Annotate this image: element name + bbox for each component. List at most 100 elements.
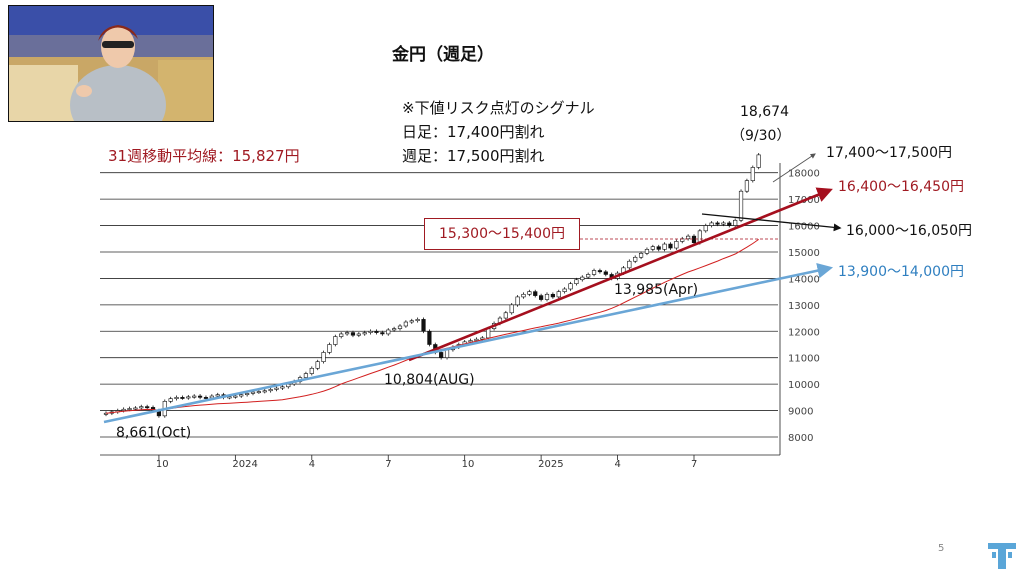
candle-body <box>268 389 273 392</box>
candle-body <box>380 332 385 335</box>
candle-body <box>127 408 132 410</box>
candle-body <box>192 395 197 398</box>
chart-title: 金円（週足） <box>392 45 494 65</box>
candle-body <box>568 283 573 290</box>
candle-body <box>233 395 238 398</box>
candle <box>580 275 585 282</box>
candle <box>662 242 667 252</box>
trendlines <box>103 153 842 424</box>
candle <box>574 277 579 286</box>
candle-body <box>174 397 179 399</box>
candle-body <box>744 180 750 192</box>
signal-title: ※下値リスク点灯のシグナル <box>402 99 595 117</box>
candle-body <box>650 246 655 250</box>
candle-body <box>333 336 338 345</box>
candle <box>180 395 185 400</box>
candle-body <box>245 393 250 396</box>
candle <box>539 293 544 302</box>
candle <box>756 153 761 170</box>
candle-body <box>644 249 650 254</box>
candle <box>521 292 526 299</box>
candle-body <box>727 222 732 226</box>
candle <box>339 332 344 339</box>
candle-body <box>133 407 138 410</box>
candle-body <box>368 330 373 333</box>
x-tick-label: 4 <box>309 459 315 470</box>
candle <box>344 330 350 336</box>
candle <box>333 334 338 347</box>
x-tick-label: 7 <box>385 459 391 470</box>
x-tick-label: 2025 <box>538 459 563 470</box>
y-tick-label: 12000 <box>788 327 820 338</box>
candle-body <box>597 270 603 273</box>
candle <box>280 384 285 390</box>
candle <box>380 330 385 336</box>
candle-body <box>239 394 244 397</box>
candle <box>527 289 532 297</box>
candle-body <box>327 344 332 353</box>
latest-date: （9/30） <box>731 128 791 144</box>
x-axis-ticks: 10 2024 4 7 10 2025 4 7 <box>156 455 697 470</box>
target-red-label: 16,400～16,450円 <box>838 179 964 195</box>
candle-body <box>439 352 444 359</box>
candle <box>439 350 444 360</box>
x-tick-label: 10 <box>462 459 475 470</box>
candle <box>409 318 414 324</box>
candle-body <box>521 293 526 298</box>
candle-body <box>686 235 691 240</box>
candle <box>315 359 320 371</box>
candle <box>627 259 632 270</box>
candle-body <box>586 274 591 278</box>
candle-body <box>180 397 185 399</box>
candle-body <box>121 408 126 411</box>
candle-body <box>262 390 267 393</box>
candle <box>515 295 520 307</box>
blue-support-line <box>103 262 834 424</box>
candle <box>368 329 373 335</box>
presenter-webcam <box>8 5 214 122</box>
candle <box>680 236 685 244</box>
candle <box>421 317 426 334</box>
x-tick-label: 10 <box>156 459 169 470</box>
candle-body <box>515 296 520 306</box>
candle-body <box>280 386 285 389</box>
low-oct-label: 8,661(Oct) <box>116 425 192 441</box>
candle-body <box>633 256 638 262</box>
candle <box>633 255 638 264</box>
candle <box>727 221 732 228</box>
candle-body <box>709 222 714 226</box>
candle-body <box>627 260 632 269</box>
candle <box>262 388 267 394</box>
target-blue-label: 13,900～14,000円 <box>838 264 964 280</box>
candle-body <box>315 361 320 369</box>
candle-body <box>738 190 744 221</box>
candle-body <box>356 333 361 336</box>
candle <box>374 329 379 335</box>
candle <box>192 394 197 399</box>
candle <box>415 317 420 323</box>
y-tick-label: 14000 <box>788 274 820 285</box>
y-tick-label: 18000 <box>788 169 820 180</box>
candle-body <box>474 338 479 341</box>
candle-body <box>197 395 203 398</box>
candle-body <box>374 330 379 333</box>
candle <box>738 189 744 223</box>
candle <box>356 332 361 338</box>
candle <box>309 366 314 376</box>
candle-body <box>503 312 508 319</box>
candle-body <box>139 406 144 409</box>
y-axis-ticks: 8000 9000 10000 11000 12000 13000 14000 15000 16… <box>788 169 820 444</box>
candle-body <box>533 291 538 296</box>
candle-body <box>638 253 644 258</box>
candle-body <box>591 270 597 275</box>
candle <box>392 326 397 332</box>
candle <box>103 411 109 417</box>
candle <box>586 272 591 279</box>
candle <box>668 242 673 250</box>
candle-body <box>256 391 261 394</box>
candle <box>168 396 173 404</box>
candle-body <box>691 235 697 244</box>
candle-body <box>580 276 585 281</box>
candle <box>568 281 573 291</box>
black-resistance-line <box>701 213 842 232</box>
